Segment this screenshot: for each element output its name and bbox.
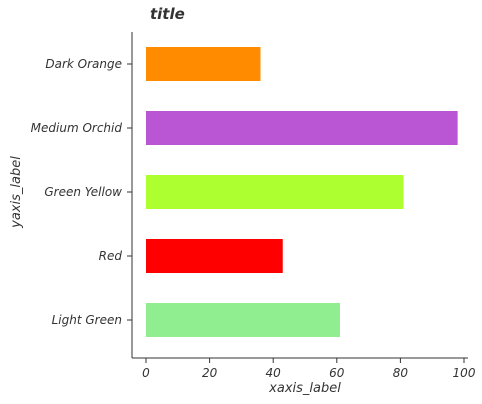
y-tick-label: Red <box>99 249 123 263</box>
y-tick-label: Medium Orchid <box>31 121 123 135</box>
y-tick-label: Dark Orange <box>45 57 122 71</box>
bar-light-green <box>146 303 340 337</box>
x-tick-label: 60 <box>329 366 345 380</box>
x-axis-label: xaxis_label <box>268 381 341 396</box>
x-tick-label: 80 <box>393 366 409 380</box>
x-tick-label: 0 <box>142 366 150 380</box>
x-tick-label: 20 <box>202 366 218 380</box>
y-tick-label: Green Yellow <box>44 185 122 199</box>
plot-area: 0 20 40 60 80 100 Light Green Red Green Yellow Me… <box>31 32 476 380</box>
bar-dark-orange <box>146 47 261 81</box>
y-axis-label: yaxis_label <box>9 156 24 229</box>
bar-green-yellow <box>146 175 404 209</box>
bar-medium-orchid <box>146 111 458 145</box>
bar-red <box>146 239 283 273</box>
y-tick-label: Light Green <box>52 313 122 327</box>
x-tick-label: 40 <box>266 366 282 380</box>
x-tick-label: 100 <box>453 366 476 380</box>
chart-title: title <box>150 5 185 23</box>
